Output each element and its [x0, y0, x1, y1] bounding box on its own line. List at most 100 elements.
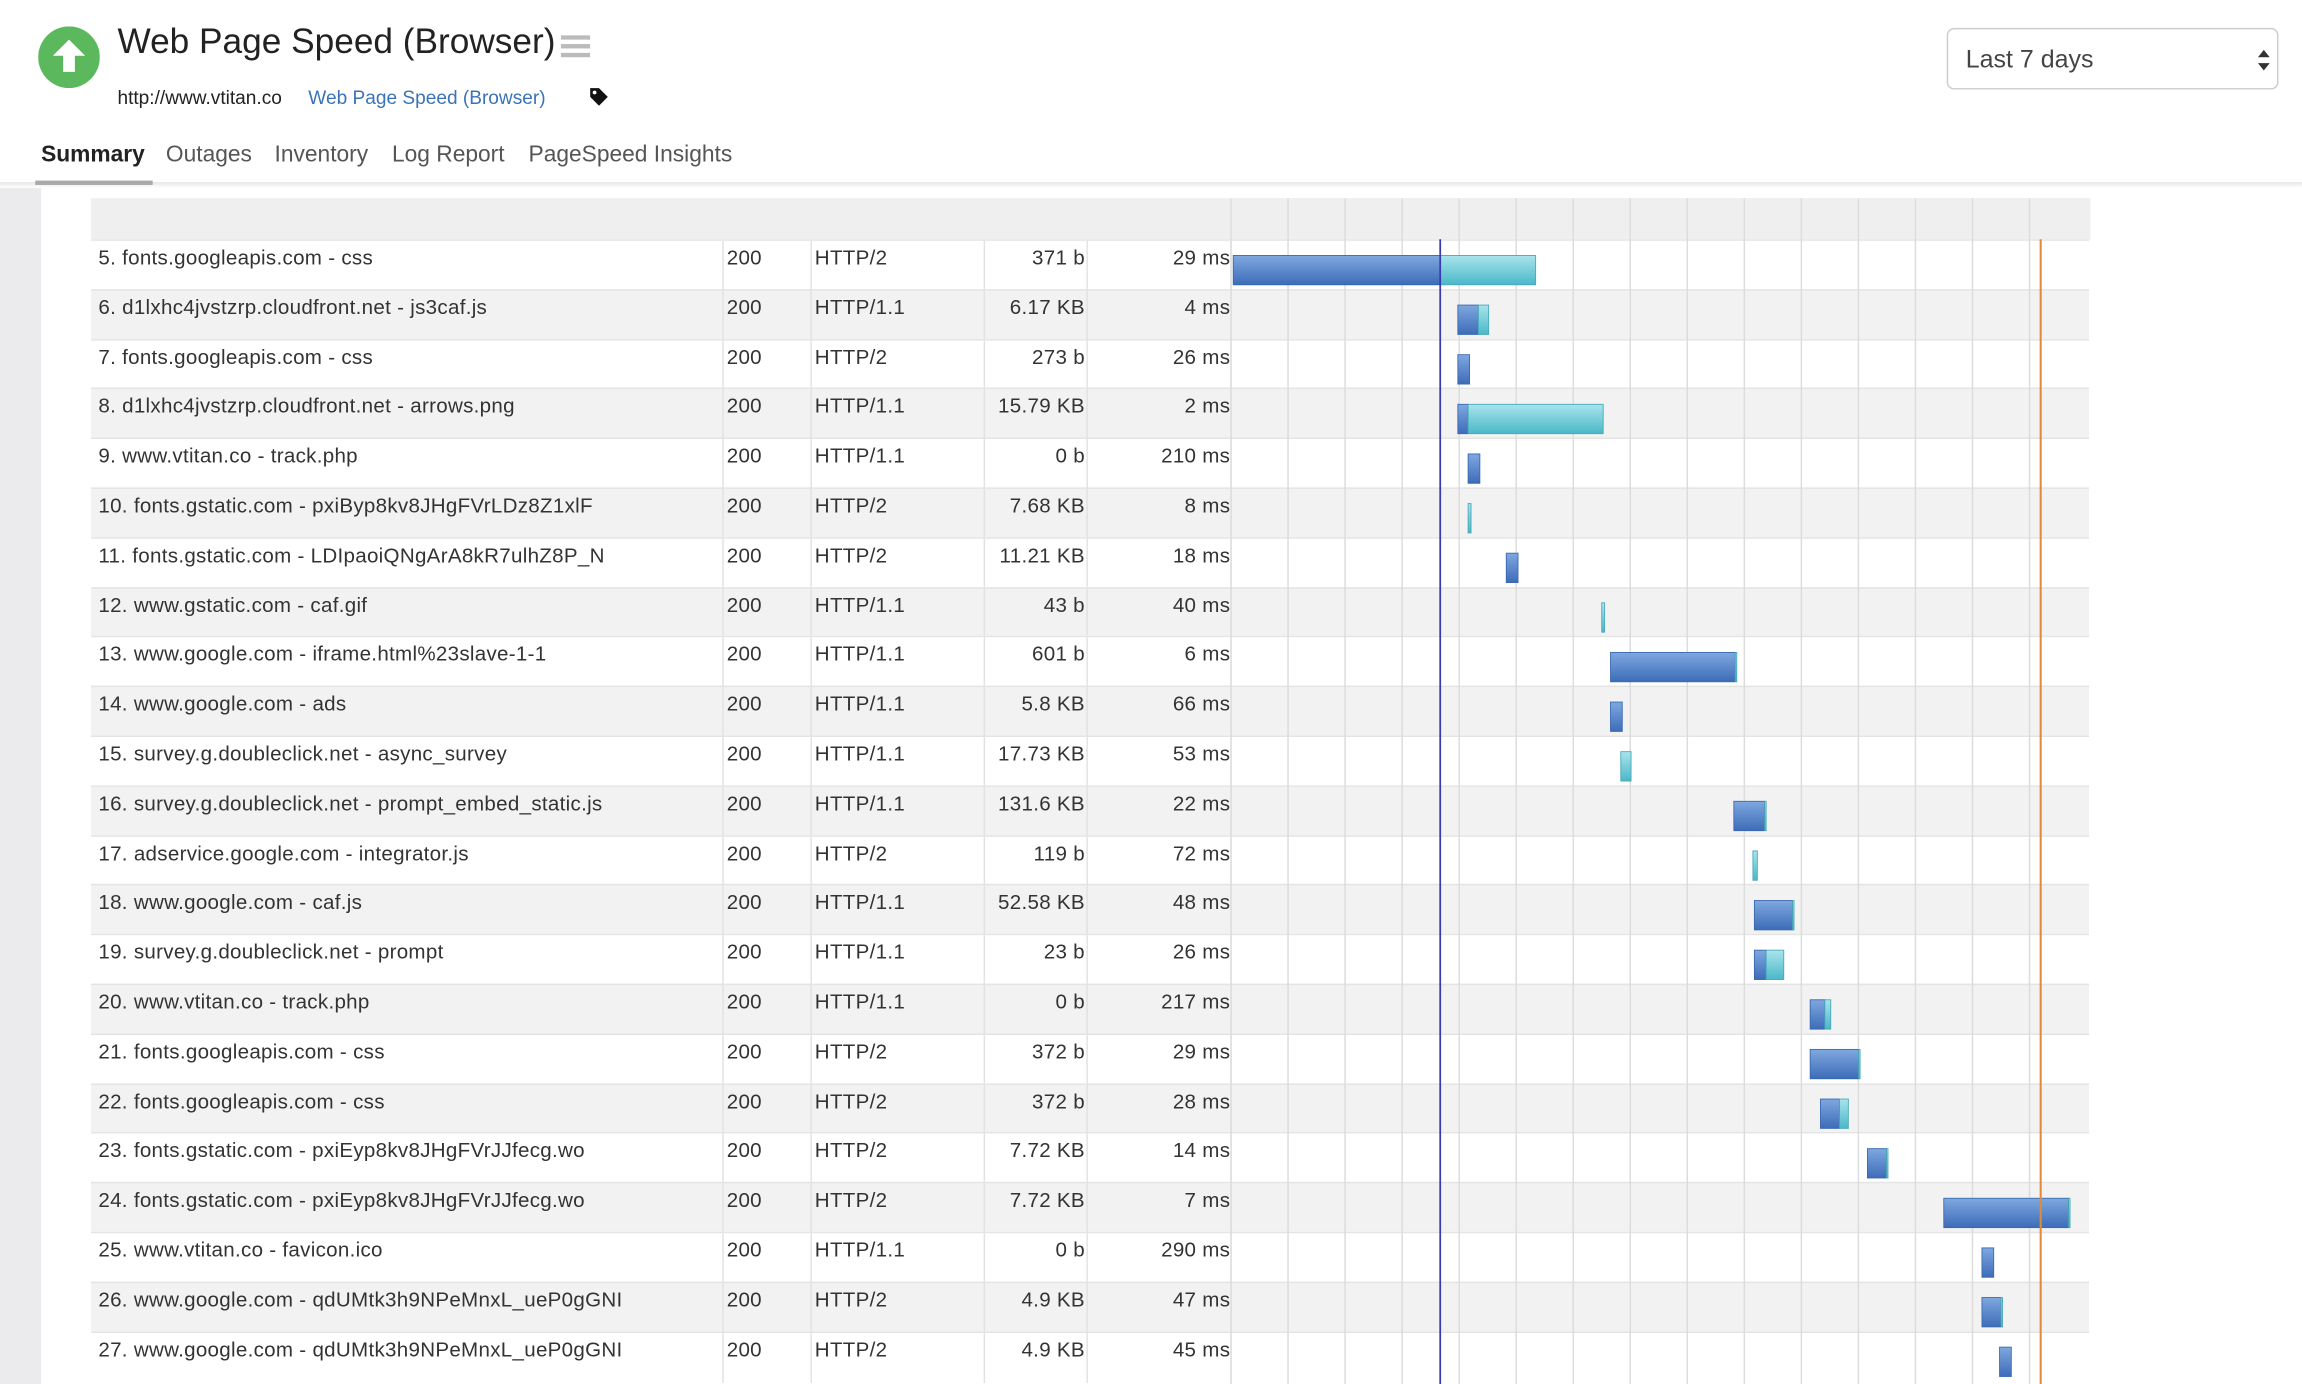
- timing-bar-receive: [1752, 850, 1758, 881]
- waterfall-header: [1230, 198, 2091, 240]
- status-code: 200: [726, 890, 762, 914]
- timing-bar-receive: [1824, 999, 1832, 1030]
- duration: 8 ms: [1184, 493, 1231, 517]
- column-divider: [810, 1133, 812, 1184]
- waterfall: [1230, 198, 2091, 1384]
- duration: 26 ms: [1172, 344, 1231, 368]
- column-divider: [722, 1084, 724, 1135]
- protocol: HTTP/1.1: [814, 443, 906, 468]
- protocol: HTTP/1.1: [814, 691, 906, 716]
- column-divider: [1086, 340, 1088, 390]
- monitor-type-link[interactable]: Web Page Speed (Browser): [308, 86, 546, 109]
- table-row: 10. fonts.gstatic.com - pxiByp8kv8JHgFVr…: [91, 487, 2090, 539]
- column-divider: [983, 985, 986, 1036]
- protocol: HTTP/1.1: [814, 394, 906, 418]
- timing-bar: [1467, 453, 1481, 484]
- size: 11.21 KB: [999, 542, 1085, 567]
- duration: 26 ms: [1172, 939, 1231, 964]
- column-divider: [722, 1034, 724, 1085]
- column-divider: [983, 885, 986, 936]
- size: 7.72 KB: [1009, 1138, 1085, 1162]
- column-divider: [983, 1034, 986, 1085]
- column-divider: [810, 1084, 812, 1135]
- duration: 22 ms: [1172, 791, 1231, 815]
- protocol: HTTP/2: [814, 1287, 888, 1311]
- table-row: 23. fonts.gstatic.com - pxiEyp8kv8JHgFVr…: [91, 1132, 2090, 1184]
- request-name: 11. fonts.gstatic.com - LDIpaoiQNgArA8kR…: [98, 542, 605, 567]
- column-divider: [1086, 885, 1088, 936]
- column-divider: [983, 1233, 986, 1284]
- status-code: 200: [726, 840, 762, 865]
- column-divider: [1086, 588, 1088, 639]
- tab[interactable]: PageSpeed Insights: [528, 142, 733, 168]
- column-divider: [1086, 985, 1088, 1036]
- tab[interactable]: Inventory: [274, 142, 369, 168]
- table-row: 24. fonts.gstatic.com - pxiEyp8kv8JHgFVr…: [91, 1182, 2090, 1234]
- monitor-url: http://www.vtitan.co: [117, 86, 282, 109]
- menu-icon[interactable]: [560, 35, 591, 58]
- status-code: 200: [726, 592, 762, 617]
- column-divider: [810, 538, 812, 589]
- duration: 2 ms: [1184, 394, 1231, 418]
- request-name: 25. www.vtitan.co - favicon.ico: [98, 1237, 383, 1262]
- column-divider: [810, 1332, 812, 1383]
- duration: 217 ms: [1161, 989, 1231, 1013]
- tab[interactable]: Log Report: [391, 142, 505, 168]
- column-divider: [722, 588, 724, 639]
- range-select[interactable]: Last 7 days: [1946, 27, 2279, 90]
- column-divider: [810, 935, 812, 986]
- tab[interactable]: Summary: [41, 142, 145, 168]
- column-divider: [810, 240, 812, 291]
- timing-bar: [1733, 800, 1766, 832]
- timing-bar: [1457, 354, 1471, 385]
- tag-icon[interactable]: [589, 87, 610, 108]
- duration: 7 ms: [1184, 1187, 1231, 1212]
- protocol: HTTP/2: [814, 1088, 888, 1113]
- request-name: 7. fonts.googleapis.com - css: [98, 344, 374, 368]
- column-divider: [722, 985, 724, 1036]
- timing-bar-receive: [1601, 602, 1606, 633]
- request-name: 14. www.google.com - ads: [98, 691, 347, 716]
- column-divider: [810, 1233, 812, 1284]
- request-name: 13. www.google.com - iframe.html%23slave…: [98, 642, 547, 666]
- size: 131.6 KB: [998, 791, 1085, 815]
- request-name: 20. www.vtitan.co - track.php: [98, 989, 370, 1013]
- column-divider: [1086, 935, 1088, 986]
- column-divider: [810, 736, 812, 787]
- status-code: 200: [726, 294, 762, 319]
- timing-bar: [1981, 1297, 2002, 1328]
- column-divider: [722, 340, 724, 390]
- column-divider: [1086, 1034, 1088, 1085]
- size: 5.8 KB: [1021, 691, 1085, 716]
- request-name: 24. fonts.gstatic.com - pxiEyp8kv8JHgFVr…: [98, 1187, 585, 1212]
- request-name: 5. fonts.googleapis.com - css: [98, 245, 374, 269]
- timing-bar-receive: [1477, 304, 1490, 335]
- size: 601 b: [1032, 642, 1085, 666]
- column-divider: [1086, 736, 1088, 787]
- size: 372 b: [1032, 1088, 1085, 1113]
- column-divider: [722, 935, 724, 986]
- tab[interactable]: Outages: [165, 142, 252, 168]
- status-code: 200: [726, 1039, 762, 1063]
- table-row: 15. survey.g.doubleclick.net - async_sur…: [91, 735, 2090, 787]
- size: 23 b: [1043, 939, 1085, 964]
- status-code: 200: [726, 1088, 762, 1113]
- timing-bar: [1809, 1048, 1860, 1080]
- timing-bar-receive: [1765, 949, 1785, 980]
- column-divider: [810, 985, 812, 1036]
- table-row: 12. www.gstatic.com - caf.gif 200 HTTP/1.1…: [91, 586, 2090, 639]
- status-code: 200: [726, 691, 762, 716]
- column-divider: [1086, 1233, 1088, 1284]
- column-divider: [810, 290, 812, 341]
- table-row: 7. fonts.googleapis.com - css 200 HTTP/2 27…: [91, 338, 2090, 390]
- column-divider: [1086, 240, 1088, 291]
- status-code: 200: [726, 939, 762, 964]
- header-shadow: [0, 182, 2302, 188]
- range-value: Last 7 days: [1965, 45, 2094, 74]
- size: 4.9 KB: [1021, 1336, 1085, 1361]
- size: 119 b: [1033, 840, 1085, 865]
- column-divider: [722, 1282, 724, 1333]
- request-name: 12. www.gstatic.com - caf.gif: [98, 592, 368, 617]
- protocol: HTTP/1.1: [814, 939, 906, 964]
